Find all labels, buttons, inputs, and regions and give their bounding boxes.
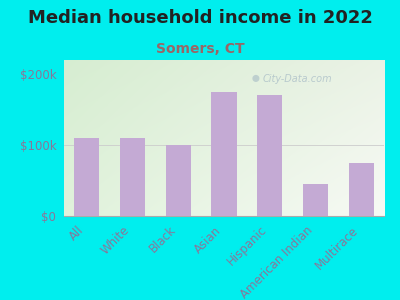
Bar (74, 138, 100, 216)
Text: Somers, CT: Somers, CT (156, 42, 244, 56)
Bar (120, 138, 145, 216)
Text: Median household income in 2022: Median household income in 2022 (28, 9, 372, 27)
Bar (303, 184, 328, 216)
Bar (257, 95, 282, 216)
Bar (166, 145, 191, 216)
Bar (348, 163, 374, 216)
Text: City-Data.com: City-Data.com (263, 74, 332, 84)
Bar (212, 92, 236, 216)
Text: ⬤: ⬤ (252, 75, 260, 82)
